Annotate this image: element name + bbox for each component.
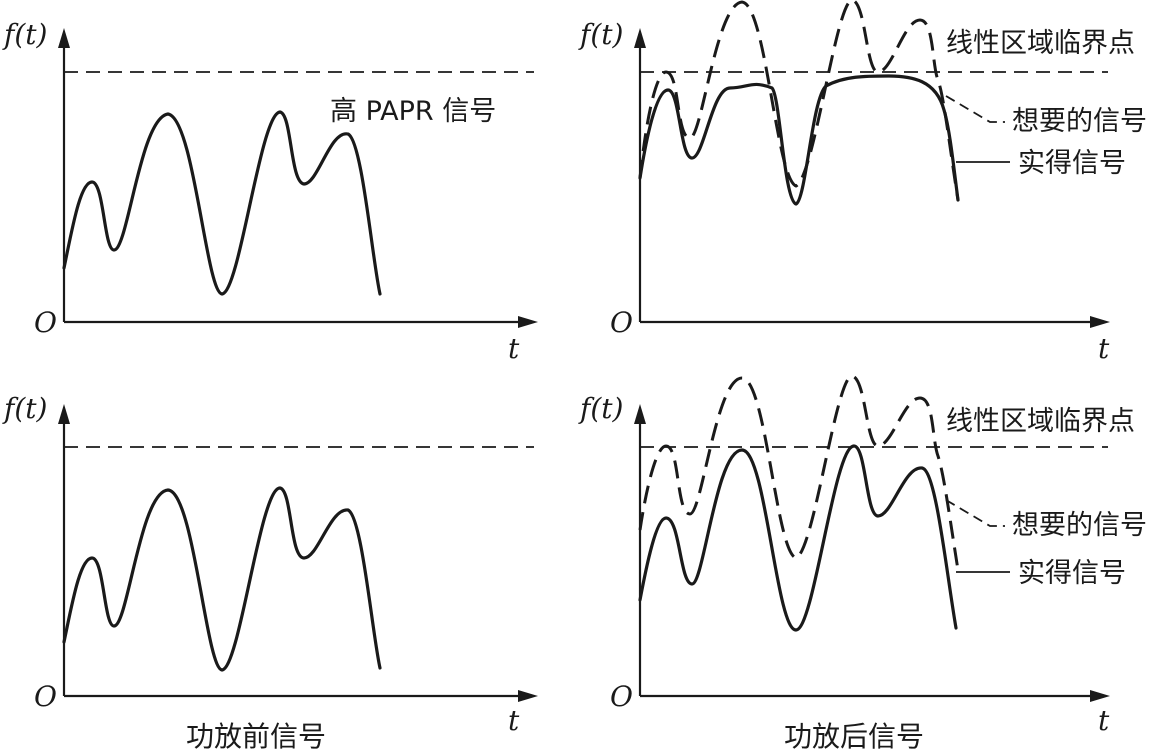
x-axis-arrow-icon bbox=[518, 690, 538, 702]
origin-label: O bbox=[610, 680, 633, 713]
y-axis-arrow-icon bbox=[634, 404, 646, 424]
y-axis-label: f(t) bbox=[2, 18, 47, 51]
high-papr-label: 高 PAPR 信号 bbox=[330, 96, 496, 127]
actual-signal-curve bbox=[638, 444, 958, 632]
original-signal-curve bbox=[62, 110, 382, 296]
desired-signal-leader bbox=[945, 499, 1005, 527]
threshold-label: 线性区域临界点 bbox=[946, 406, 1135, 437]
panel-bottom-left: f(t) O t 功放前信号 bbox=[2, 392, 538, 751]
panel-top-right: f(t) O t 线性区域临界点 想要的信号 实得信号 bbox=[578, 0, 1147, 365]
before-amplifier-caption: 功放前信号 bbox=[186, 720, 326, 751]
desired-signal-leader bbox=[945, 95, 1005, 123]
threshold-label: 线性区域临界点 bbox=[946, 28, 1135, 59]
origin-label: O bbox=[610, 306, 633, 339]
y-axis-label: f(t) bbox=[2, 392, 47, 425]
desired-signal-label: 想要的信号 bbox=[1012, 106, 1147, 137]
y-axis-label: f(t) bbox=[578, 18, 623, 51]
desired-signal-curve bbox=[638, 0, 960, 201]
x-axis-label: t bbox=[1098, 704, 1110, 737]
actual-signal-curve bbox=[638, 74, 960, 206]
actual-signal-label: 实得信号 bbox=[1018, 148, 1126, 179]
desired-signal-label: 想要的信号 bbox=[1012, 510, 1147, 541]
panel-bottom-right: f(t) O t 线性区域临界点 想要的信号 实得信号 功放后信号 bbox=[578, 374, 1147, 751]
x-axis-label: t bbox=[508, 704, 520, 737]
x-axis-label: t bbox=[1098, 332, 1110, 365]
y-axis-arrow-icon bbox=[58, 404, 70, 424]
x-axis-label: t bbox=[508, 332, 520, 365]
origin-label: O bbox=[34, 680, 57, 713]
x-axis-arrow-icon bbox=[518, 316, 538, 328]
actual-signal-label: 实得信号 bbox=[1018, 558, 1126, 589]
original-signal-curve bbox=[62, 486, 382, 672]
after-amplifier-caption: 功放后信号 bbox=[784, 720, 924, 751]
y-axis-arrow-icon bbox=[58, 28, 70, 48]
desired-signal-curve bbox=[638, 374, 960, 571]
y-axis-arrow-icon bbox=[634, 28, 646, 48]
origin-label: O bbox=[34, 306, 57, 339]
y-axis-label: f(t) bbox=[578, 392, 623, 425]
x-axis-arrow-icon bbox=[1090, 316, 1110, 328]
x-axis-arrow-icon bbox=[1090, 690, 1110, 702]
panel-top-left: f(t) O t 高 PAPR 信号 bbox=[2, 18, 538, 365]
